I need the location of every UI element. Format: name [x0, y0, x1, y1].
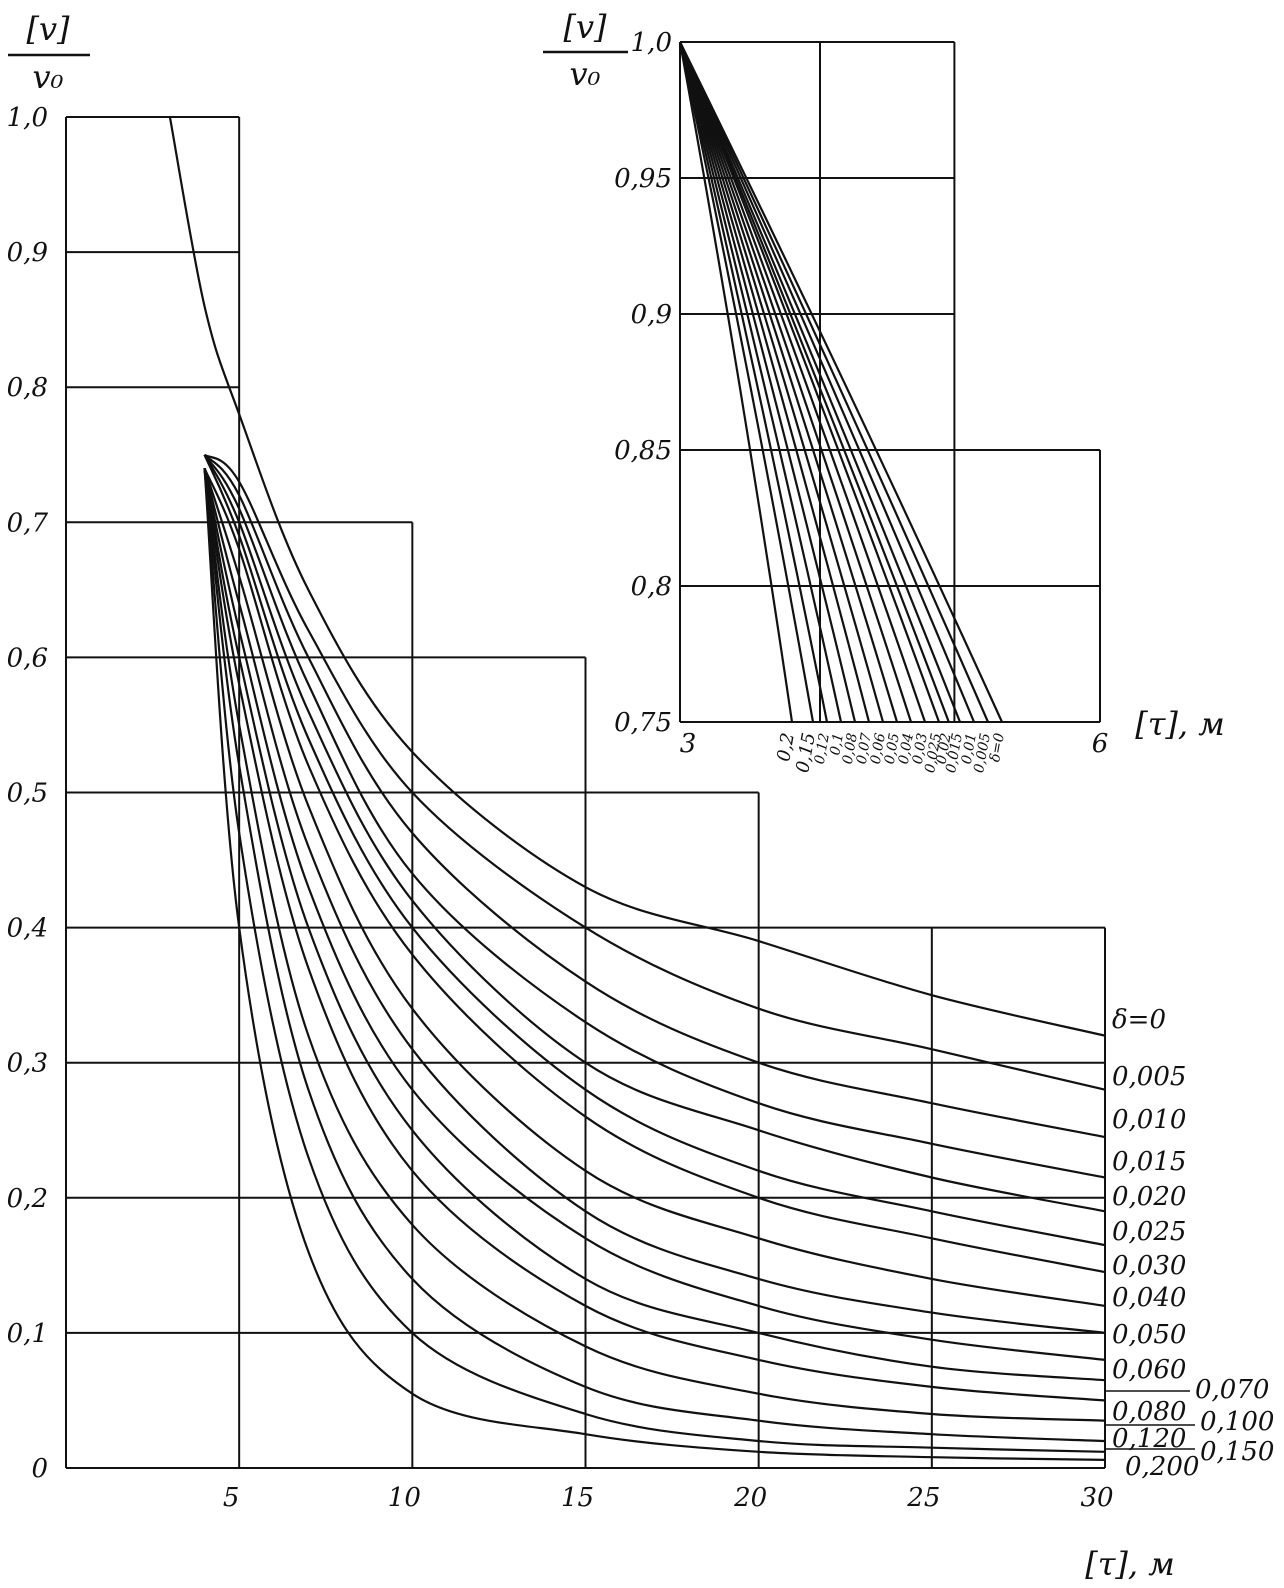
inset-series-line — [679, 41, 1004, 723]
series-label: 0,050 — [1112, 1320, 1186, 1350]
inset-y-tick-label: 0,95 — [614, 164, 672, 194]
inset-series-label: 0,03 — [910, 732, 931, 766]
series-label: 0,020 — [1112, 1182, 1186, 1212]
x-axis-title: [τ], м — [1085, 1545, 1175, 1583]
series-line — [203, 468, 1106, 1361]
inset-y-tick-label: 0,9 — [631, 300, 672, 330]
series-line — [203, 468, 1106, 1461]
y-tick-label: 0,5 — [7, 779, 48, 809]
inset-series-line — [678, 41, 885, 723]
series-line — [203, 468, 1106, 1334]
inset-y-tick-label: 0,85 — [614, 436, 672, 466]
inset-series-label: 0,2 — [773, 731, 799, 763]
inset-series-label: δ=0 — [987, 732, 1008, 763]
inset-series-label: 0,025 — [922, 732, 945, 774]
series-line — [203, 453, 1106, 1091]
series-label: 0,030 — [1112, 1251, 1186, 1281]
inset-series-line — [678, 41, 927, 723]
inset-y-axis-title-denominator: v₀ — [570, 55, 601, 93]
series-line — [203, 467, 1106, 1274]
series-line — [203, 468, 1106, 1402]
inset-series-label: 0,06 — [868, 732, 889, 766]
inset-series-label: 0,08 — [840, 732, 861, 766]
series-label: 0,005 — [1112, 1062, 1186, 1092]
series-line — [203, 468, 1106, 1382]
series-line — [203, 454, 1106, 1179]
inset-series-label: 0,005 — [971, 732, 994, 774]
x-tick-label: 10 — [388, 1483, 421, 1513]
series-label: 0,060 — [1112, 1355, 1186, 1385]
x-tick-label: 5 — [223, 1483, 240, 1513]
series-line — [203, 468, 1106, 1422]
inset-series-line — [678, 41, 815, 723]
x-tick-label: 15 — [561, 1483, 594, 1513]
series-line — [168, 116, 1106, 1037]
y-tick-label: 0,2 — [7, 1184, 48, 1214]
series-label: 0,150 — [1200, 1437, 1274, 1467]
inset-x-tick-label: 6 — [1092, 729, 1109, 759]
y-tick-label: 0,1 — [7, 1319, 48, 1349]
inset-series-label: 0,07 — [854, 732, 875, 766]
inset-series-line — [678, 41, 950, 723]
y-axis-title-numerator: [v] — [26, 10, 70, 48]
y-tick-label: 0,8 — [7, 373, 48, 403]
inset-chart: 0,75 0,8 0,85 0,9 0,95 1,0 3 6 [v] v₀ [τ], м 0,2 0,1… — [543, 8, 1225, 774]
x-tick-label: 20 — [733, 1483, 767, 1513]
series-label: 0,040 — [1112, 1283, 1186, 1313]
y-tick-label: 0 — [31, 1454, 48, 1484]
inset-series-line — [678, 41, 843, 723]
inset-y-tick-label: 1,0 — [631, 28, 672, 58]
inset-y-tick-label: 0,8 — [631, 572, 672, 602]
y-tick-label: 0,6 — [7, 643, 48, 673]
y-tick-label: 0,9 — [7, 238, 48, 268]
y-tick-label: 1,0 — [7, 103, 48, 133]
inset-series-label: 0,05 — [882, 732, 903, 766]
inset-series-line — [678, 41, 829, 723]
y-axis-title-denominator: v₀ — [33, 58, 64, 96]
inset-y-tick-label: 0,75 — [614, 708, 672, 738]
series-line — [203, 468, 1106, 1443]
series-line — [203, 467, 1106, 1307]
series-line — [203, 454, 1106, 1213]
series-label: 0,015 — [1112, 1147, 1186, 1177]
series-label: δ=0 — [1112, 1005, 1166, 1035]
y-tick-label: 0,7 — [7, 508, 49, 538]
inset-series-line — [678, 41, 871, 723]
x-tick-label: 30 — [1080, 1483, 1113, 1513]
inset-series-line — [678, 41, 857, 723]
inset-series-line — [678, 41, 976, 723]
inset-series-line — [678, 41, 913, 723]
inset-series-label: 0,1 — [827, 732, 847, 757]
series-label: 0,100 — [1200, 1407, 1274, 1437]
series-label: 0,070 — [1195, 1375, 1269, 1405]
inset-series-line — [678, 41, 962, 723]
inset-series-line — [678, 41, 899, 723]
main-chart: 0 0,1 0,2 0,3 0,4 0,5 0,6 0,7 0,8 0,9 1,0 5 10 15 20 25… — [7, 10, 1275, 1583]
series-label: 0,025 — [1112, 1217, 1186, 1247]
y-tick-label: 0,3 — [7, 1049, 48, 1079]
inset-series-line — [678, 41, 941, 723]
inset-series-label: 0,01 — [959, 732, 980, 765]
inset-y-axis-title-numerator: [v] — [563, 8, 607, 46]
inset-series-label: 0,015 — [943, 732, 966, 774]
y-tick-label: 0,4 — [7, 914, 48, 944]
inset-series-label: 0,02 — [934, 732, 955, 766]
inset-series-line — [679, 41, 990, 723]
inset-series-label: 0,04 — [896, 732, 917, 765]
series-line — [203, 468, 1106, 1453]
inset-x-axis-title: [τ], м — [1135, 705, 1225, 743]
series-label: 0,010 — [1112, 1105, 1186, 1135]
x-tick-label: 25 — [906, 1483, 940, 1513]
inset-series-label: 0,12 — [812, 732, 833, 766]
series-line — [203, 454, 1106, 1139]
series-label: 0,080 — [1112, 1397, 1186, 1427]
inset-series-line — [678, 41, 794, 723]
series-label: 0,200 — [1125, 1452, 1199, 1482]
inset-x-tick-label: 3 — [680, 729, 697, 759]
series-line — [203, 454, 1106, 1247]
